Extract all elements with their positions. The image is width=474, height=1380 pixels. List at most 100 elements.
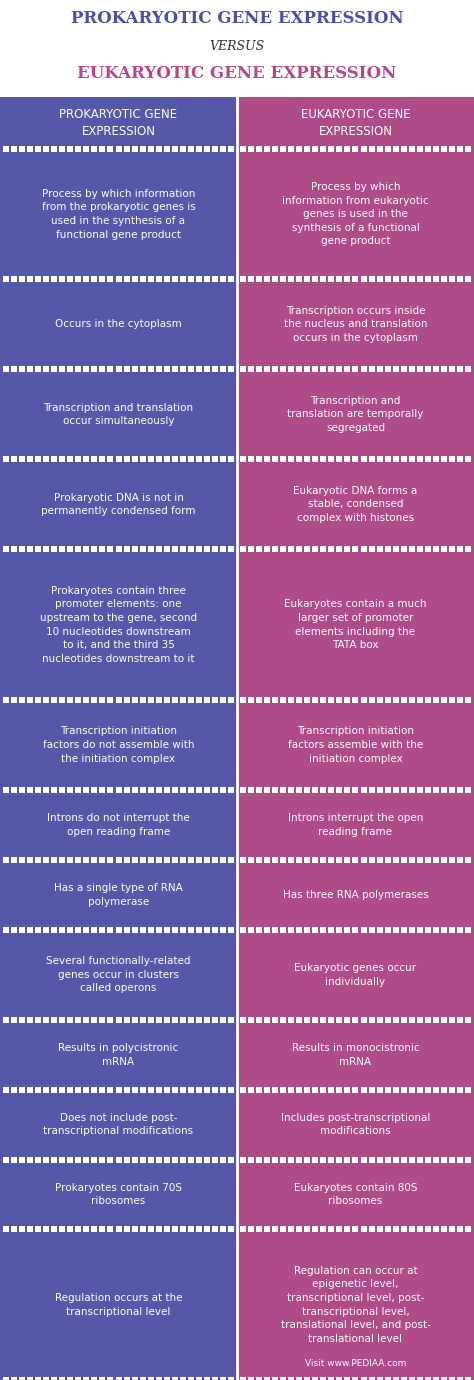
Point xyxy=(464,1009,472,1031)
Point xyxy=(219,448,227,471)
Point xyxy=(264,1148,271,1170)
Point xyxy=(328,138,335,160)
Point xyxy=(303,1009,311,1031)
Point xyxy=(2,359,10,381)
Point xyxy=(384,448,392,471)
Point xyxy=(123,538,130,560)
Point xyxy=(352,1369,359,1380)
Point xyxy=(50,689,58,711)
Point xyxy=(448,448,456,471)
Point xyxy=(139,268,146,290)
Point xyxy=(99,1369,106,1380)
Point xyxy=(303,1148,311,1170)
Point xyxy=(195,1079,203,1101)
Point xyxy=(352,138,359,160)
Point xyxy=(131,448,138,471)
Point xyxy=(416,448,424,471)
Point xyxy=(131,1148,138,1170)
Point xyxy=(376,448,383,471)
Point xyxy=(400,138,408,160)
Point xyxy=(287,689,295,711)
Point xyxy=(131,1009,138,1031)
Point xyxy=(139,1009,146,1031)
Point xyxy=(115,538,122,560)
Point xyxy=(227,1148,235,1170)
Text: VERSUS: VERSUS xyxy=(210,40,264,52)
Point xyxy=(42,1148,50,1170)
Point xyxy=(203,538,210,560)
Point xyxy=(34,448,42,471)
Point xyxy=(424,138,432,160)
Point xyxy=(74,1079,82,1101)
Point xyxy=(303,1369,311,1380)
Point xyxy=(187,448,195,471)
Text: Results in polycistronic
mRNA: Results in polycistronic mRNA xyxy=(58,1043,179,1067)
Point xyxy=(376,138,383,160)
Point xyxy=(58,1079,66,1101)
Point xyxy=(195,538,203,560)
Text: Regulation occurs at the
transcriptional level: Regulation occurs at the transcriptional… xyxy=(55,1293,182,1317)
Point xyxy=(211,919,219,941)
Point xyxy=(107,1079,114,1101)
Point xyxy=(42,778,50,800)
Point xyxy=(147,1079,155,1101)
Point xyxy=(74,1369,82,1380)
Bar xyxy=(237,930,474,1020)
Point xyxy=(416,689,424,711)
Point xyxy=(328,1148,335,1170)
Text: Transcription initiation
factors assemble with the
initiation complex: Transcription initiation factors assembl… xyxy=(288,726,423,763)
Point xyxy=(42,1009,50,1031)
Point xyxy=(171,448,179,471)
Point xyxy=(27,778,34,800)
Point xyxy=(195,448,203,471)
Point xyxy=(336,919,343,941)
Point xyxy=(376,1369,383,1380)
Point xyxy=(336,359,343,381)
Point xyxy=(147,359,155,381)
Point xyxy=(50,849,58,871)
Point xyxy=(99,919,106,941)
Point xyxy=(195,1369,203,1380)
Point xyxy=(91,1148,98,1170)
Point xyxy=(376,849,383,871)
Point xyxy=(34,268,42,290)
Point xyxy=(303,919,311,941)
Point xyxy=(464,1369,472,1380)
Point xyxy=(139,778,146,800)
Point xyxy=(115,268,122,290)
Point xyxy=(42,538,50,560)
Point xyxy=(392,268,400,290)
Point xyxy=(123,448,130,471)
Point xyxy=(295,448,303,471)
Point xyxy=(255,538,263,560)
Point xyxy=(368,1369,375,1380)
Point xyxy=(227,538,235,560)
Point xyxy=(279,359,287,381)
Point xyxy=(42,1369,50,1380)
Point xyxy=(187,849,195,871)
Point xyxy=(139,359,146,381)
Point xyxy=(336,448,343,471)
Point xyxy=(123,268,130,290)
Bar xyxy=(0,1020,237,1090)
Point xyxy=(147,919,155,941)
Point xyxy=(155,778,163,800)
Point xyxy=(408,448,416,471)
Point xyxy=(66,138,74,160)
Point xyxy=(344,268,351,290)
Point xyxy=(392,359,400,381)
Point xyxy=(344,359,351,381)
Point xyxy=(155,919,163,941)
Point xyxy=(147,538,155,560)
Point xyxy=(18,778,26,800)
Point xyxy=(211,849,219,871)
Point xyxy=(392,778,400,800)
Point xyxy=(311,778,319,800)
Point xyxy=(392,138,400,160)
Point xyxy=(344,919,351,941)
Point xyxy=(287,1009,295,1031)
Point xyxy=(107,919,114,941)
Point xyxy=(147,448,155,471)
Point xyxy=(42,849,50,871)
Point xyxy=(448,268,456,290)
